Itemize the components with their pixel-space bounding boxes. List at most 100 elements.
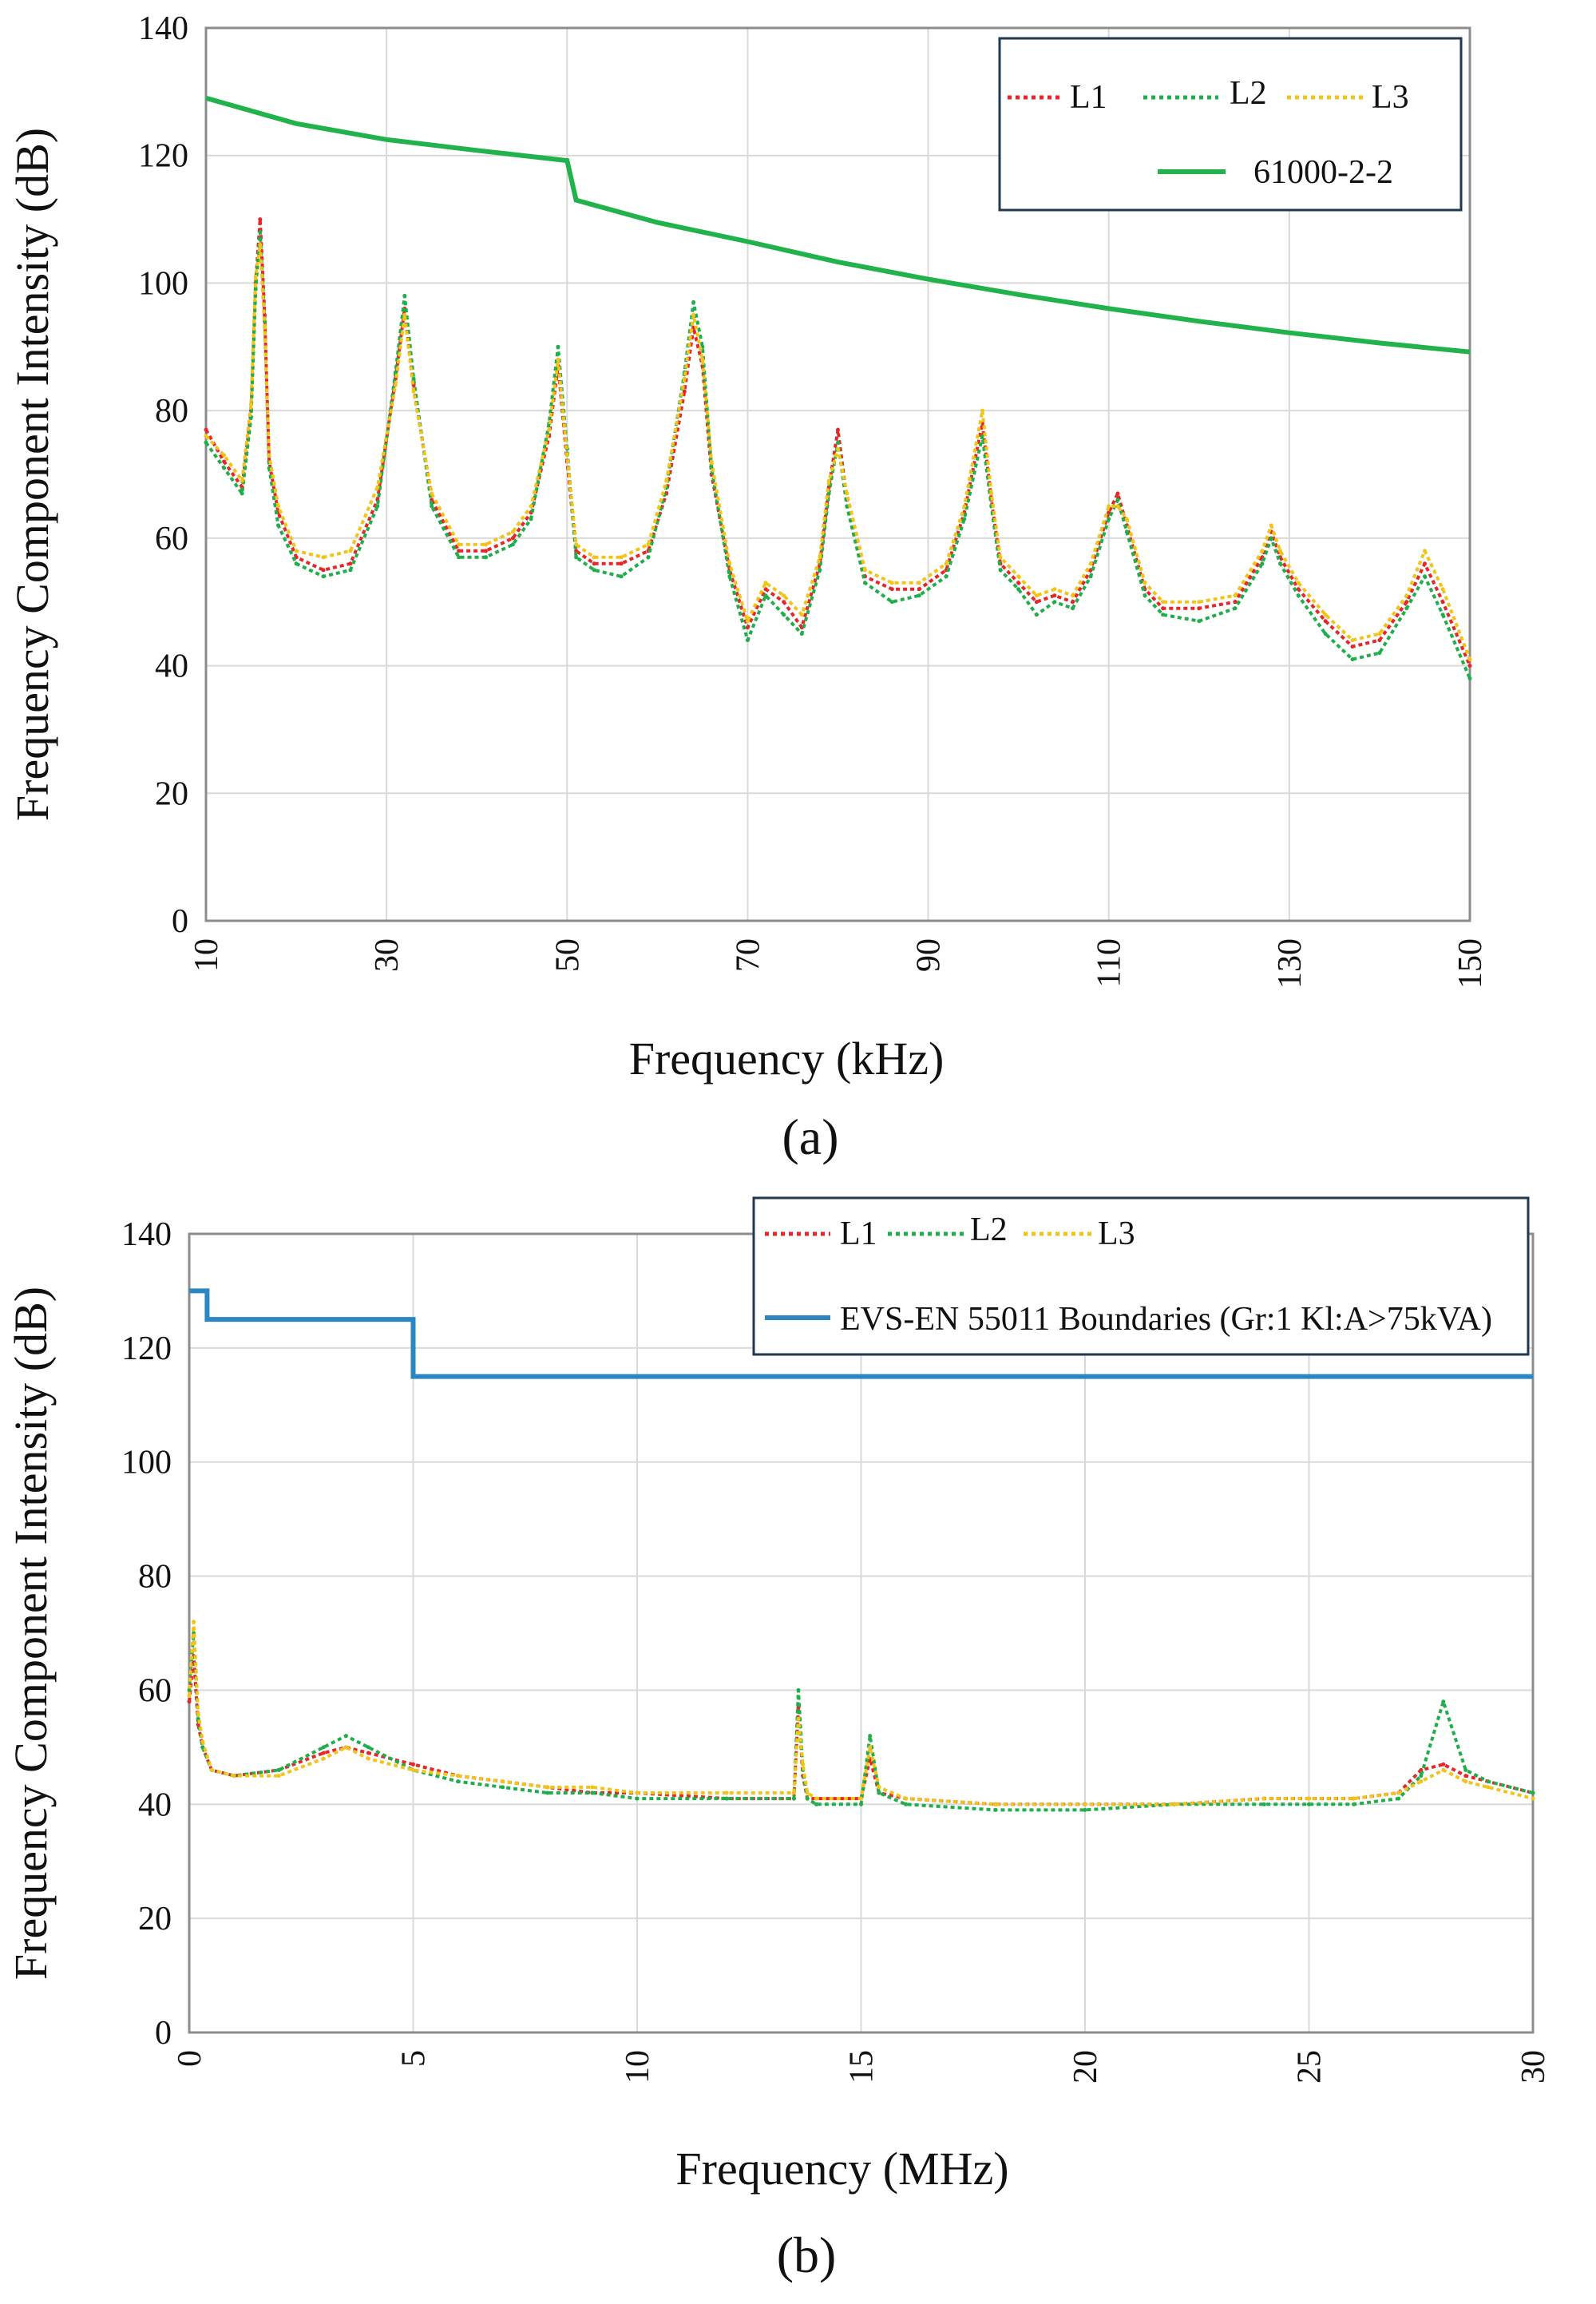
- panel-a-point-l3: [1269, 523, 1273, 528]
- panel-b-point-l2: [1531, 1790, 1535, 1795]
- panel-a-point-l3: [1296, 581, 1301, 585]
- panel-b-point-l2: [321, 1745, 326, 1750]
- panel-a-point-l2: [402, 293, 407, 298]
- panel-b-point-l2: [868, 1734, 873, 1739]
- panel-a-point-l3: [240, 478, 244, 483]
- panel-a-point-l1: [263, 312, 267, 317]
- panel-a-y-tick-label: 40: [155, 648, 188, 685]
- panel-a-point-l3: [375, 485, 380, 490]
- panel-b-legend: L1 L2 L3 EVS-EN 55011 Boundaries (Gr:1 K…: [752, 1196, 1530, 1356]
- legend-b-l2-label: L2: [970, 1211, 1008, 1248]
- panel-b-y-tick-label: 0: [155, 2015, 172, 2052]
- panel-a-point-l2: [1107, 517, 1111, 521]
- panel-b-point-l3: [904, 1796, 909, 1801]
- panel-a-grid: [205, 27, 1471, 922]
- panel-a-legend: L1 L2 L3 61000-2-2: [998, 37, 1463, 212]
- legend-b-l3-label: L3: [1098, 1215, 1135, 1252]
- panel-a-point-l1: [348, 561, 353, 566]
- panel-b-series-l3: [188, 1620, 1534, 1806]
- panel-b-point-l2: [1419, 1774, 1424, 1779]
- panel-b-point-l3: [724, 1790, 729, 1795]
- panel-b-y-axis-title: Frequency Component Intensity (dB): [5, 1287, 57, 1980]
- panel-a-x-tick-label: 50: [549, 938, 586, 972]
- panel-a-data-series: [204, 95, 1472, 680]
- panel-a-point-l2: [889, 600, 894, 605]
- panel-a-point-l3: [989, 491, 994, 496]
- panel-b-y-ticks: 0 20 40 60 80 100 120 140: [121, 1216, 172, 2052]
- panel-a-point-l3: [592, 555, 596, 560]
- panel-a-y-ticks: 0 20 40 60 80 100 120 140: [138, 10, 188, 940]
- panel-a-point-l3: [276, 504, 280, 509]
- panel-a-point-l3: [1071, 593, 1075, 598]
- panel-a-point-l3: [1197, 600, 1202, 605]
- panel-a-point-l3: [763, 581, 768, 585]
- panel-a-point-l2: [1161, 613, 1166, 617]
- panel-b-point-l2: [196, 1716, 200, 1721]
- panel-a-point-l3: [1034, 593, 1039, 598]
- panel-b-point-l3: [801, 1762, 806, 1767]
- panel-b-point-l3: [590, 1785, 595, 1790]
- panel-a-point-l2: [691, 299, 696, 304]
- panel-b-point-l3: [1261, 1796, 1266, 1801]
- panel-b-point-l3: [232, 1774, 236, 1779]
- panel-a-point-l3: [917, 581, 921, 585]
- panel-a-point-l2: [1423, 574, 1427, 579]
- panel-a-point-l2: [294, 561, 299, 566]
- panel-b-point-l2: [635, 1796, 640, 1801]
- panel-a-point-l3: [267, 453, 271, 458]
- panel-a-point-l3: [1440, 587, 1445, 592]
- panel-b-point-l2: [1486, 1779, 1491, 1784]
- panel-b-data-series: [187, 1288, 1535, 1812]
- panel-a-point-l3: [1260, 549, 1265, 553]
- panel-b-x-tick-label: 15: [844, 2050, 881, 2084]
- panel-b-point-l2: [501, 1785, 505, 1790]
- panel-a-point-l2: [1124, 529, 1129, 534]
- panel-b-point-l3: [200, 1739, 205, 1744]
- panel-b-y-tick-label: 120: [121, 1330, 172, 1367]
- legend-a-l2-label: L2: [1230, 75, 1267, 112]
- panel-a-point-l1: [592, 561, 596, 566]
- panel-a-point-l3: [258, 243, 263, 247]
- panel-a-point-l3: [745, 619, 750, 624]
- panel-a-point-l2: [574, 555, 579, 560]
- panel-a-point-l3: [836, 446, 840, 451]
- panel-b-point-l2: [456, 1779, 461, 1784]
- panel-a-point-l1: [917, 587, 921, 592]
- panel-a-y-tick-label: 0: [172, 903, 188, 940]
- panel-b-x-tick-label: 5: [396, 2050, 433, 2067]
- panel-a-point-l2: [782, 613, 786, 617]
- panel-b-point-l3: [1463, 1779, 1468, 1784]
- panel-b-point-l2: [1441, 1699, 1446, 1704]
- panel-a-point-l2: [457, 555, 461, 560]
- panel-b-point-l2: [791, 1796, 796, 1801]
- panel-a-point-l3: [619, 555, 624, 560]
- panel-a-point-l2: [253, 287, 258, 291]
- panel-b-point-l1: [187, 1699, 192, 1704]
- panel-b-point-l3: [321, 1756, 326, 1761]
- panel-b-point-l2: [1463, 1767, 1468, 1772]
- panel-a-point-l3: [1143, 581, 1147, 585]
- panel-a-point-l2: [727, 574, 732, 579]
- panel-a-point-l3: [818, 555, 822, 560]
- panel-a-point-l1: [574, 549, 579, 553]
- panel-a-x-axis-title: Frequency (kHz): [629, 1033, 945, 1085]
- panel-a-point-l3: [510, 529, 515, 534]
- legend-b-l1-label: L1: [840, 1215, 877, 1252]
- panel-a-x-tick-label: 10: [188, 938, 225, 972]
- panel-b-point-l1: [1441, 1762, 1446, 1767]
- panel-b-point-l3: [1396, 1790, 1401, 1795]
- panel-b-point-l2: [814, 1802, 818, 1806]
- panel-a-point-l3: [1467, 657, 1472, 662]
- panel-a-point-l3: [1016, 574, 1021, 579]
- panel-a: 0 20 40 60 80 100 120 140 10 30 50 70 90 110 130 150 F…: [6, 10, 1489, 1165]
- panel-a-point-l2: [745, 638, 750, 643]
- panel-a-point-l3: [222, 453, 227, 458]
- panel-a-point-l3: [556, 357, 560, 362]
- panel-a-point-l2: [1323, 632, 1328, 636]
- panel-a-point-l3: [547, 427, 552, 432]
- panel-a-point-l2: [862, 581, 867, 585]
- panel-a-point-l3: [253, 274, 258, 279]
- panel-a-point-l1: [321, 568, 326, 573]
- panel-a-point-l2: [375, 504, 380, 509]
